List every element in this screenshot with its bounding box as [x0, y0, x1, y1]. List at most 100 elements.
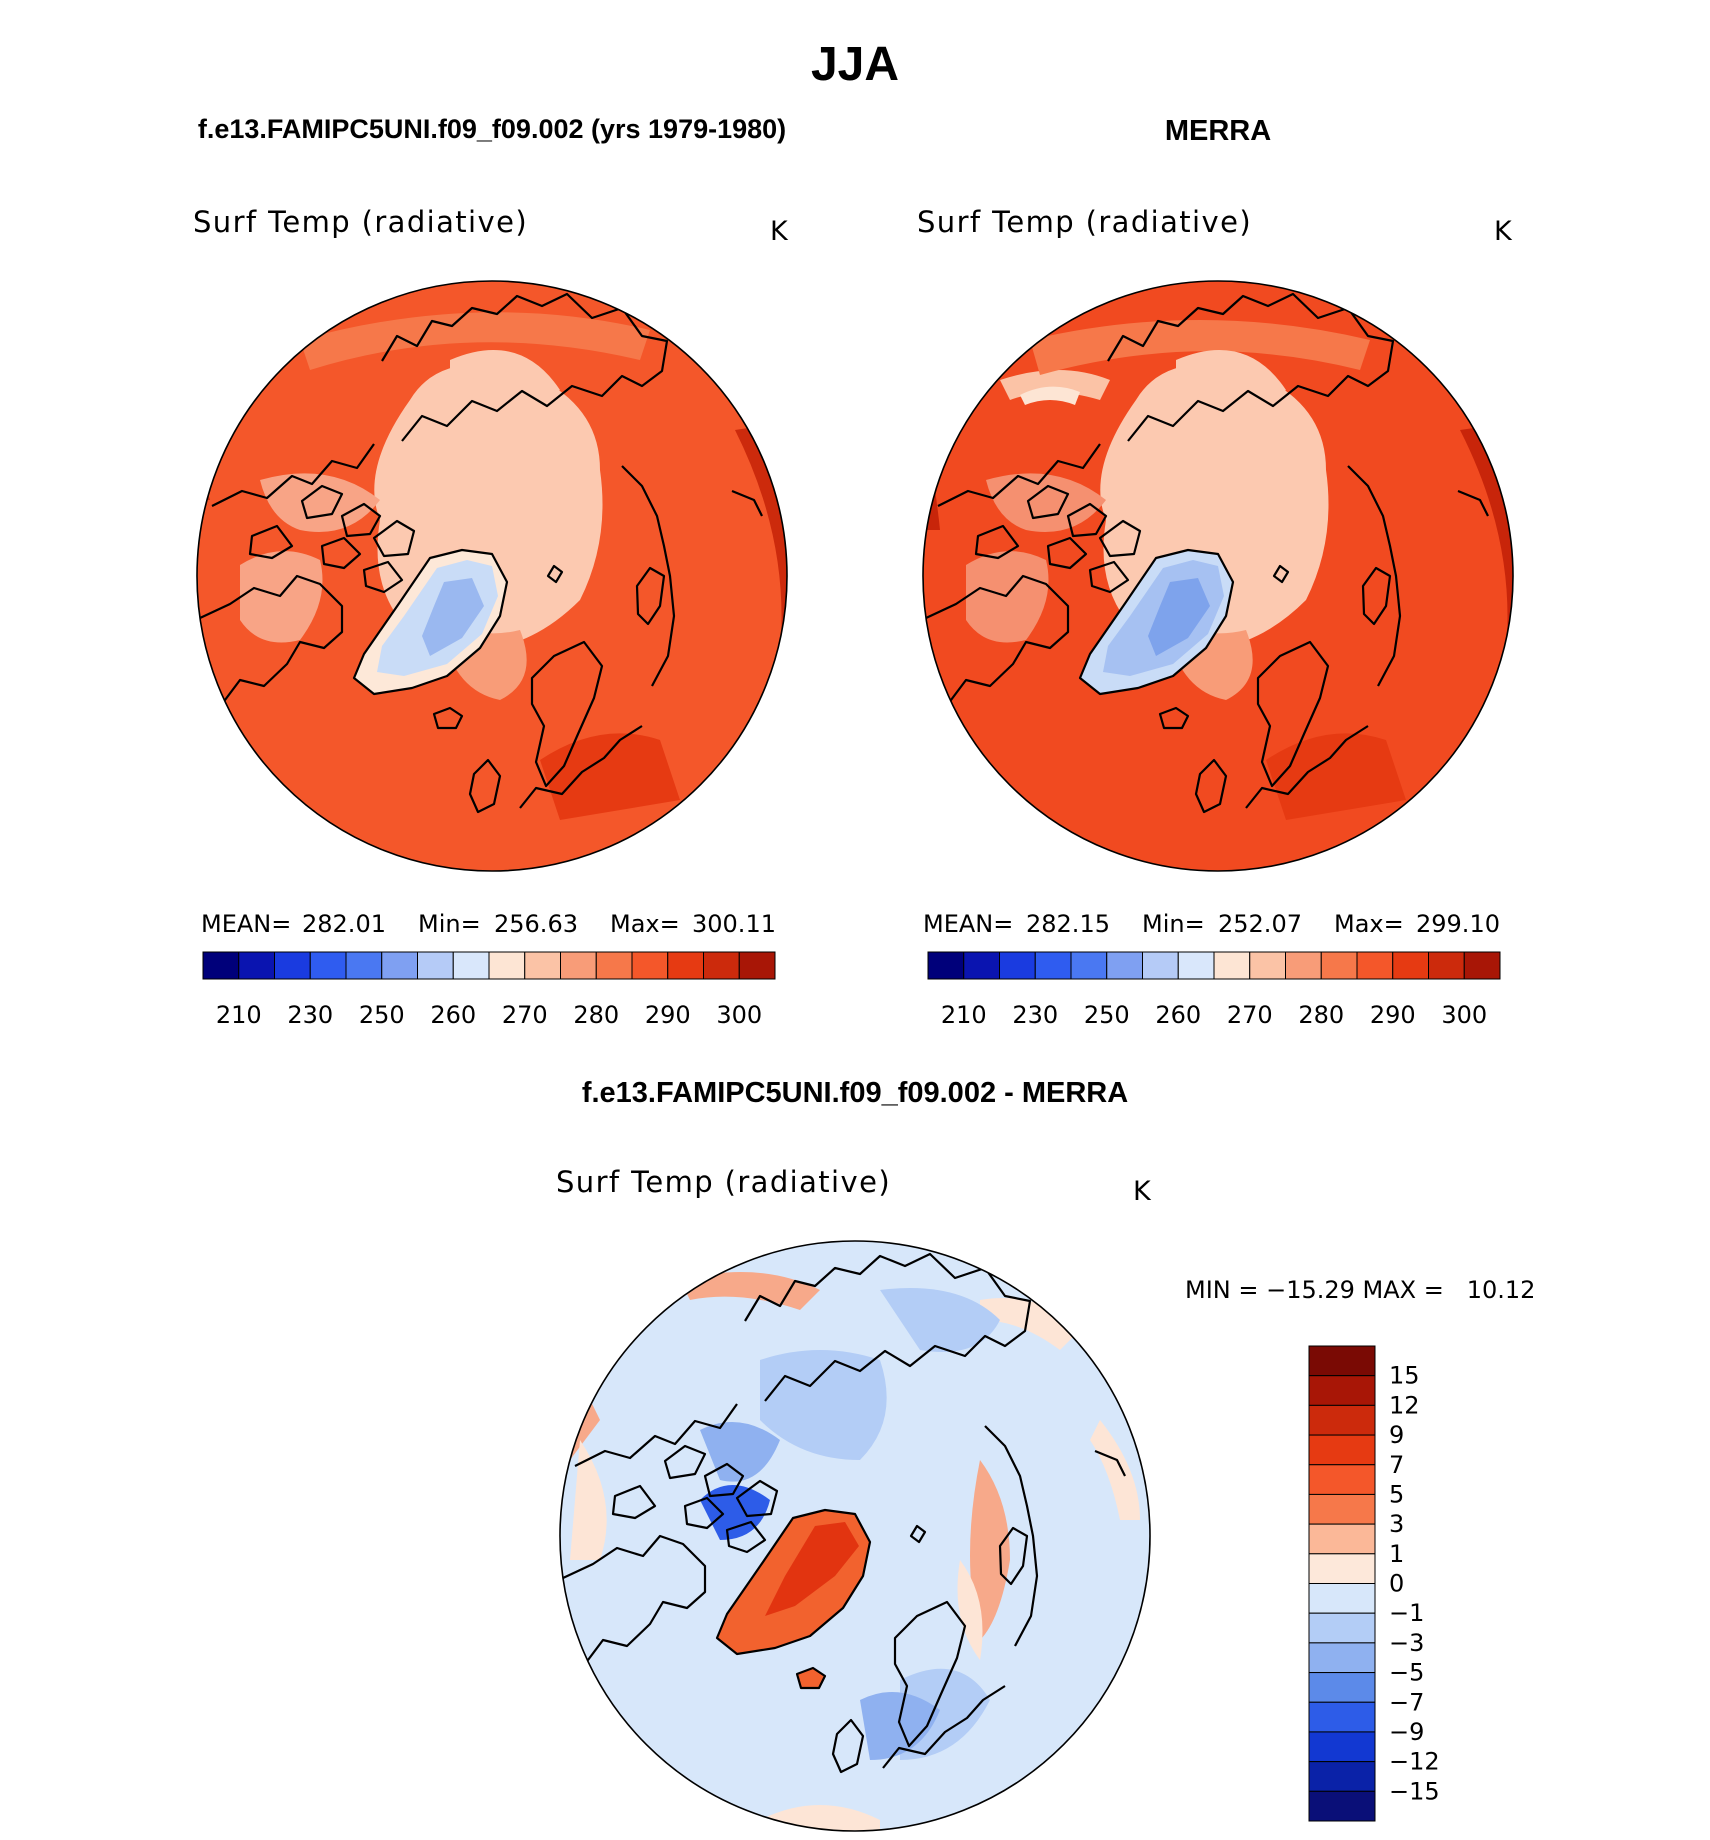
colorbar-swatch	[631, 951, 669, 980]
colorbar-tick-label: 1	[1389, 1540, 1404, 1568]
colorbar-tick-label: 7	[1389, 1451, 1404, 1479]
colorbar-swatch	[1308, 1434, 1376, 1466]
colorbar-swatch	[1463, 951, 1501, 980]
colorbar-tick-label: 270	[1227, 1001, 1273, 1029]
colorbar-swatch	[309, 951, 347, 980]
colorbar-swatch	[1308, 1612, 1376, 1644]
colorbar-tick-label: 230	[287, 1001, 333, 1029]
colorbar-swatch	[1308, 1583, 1376, 1614]
colorbar-tick-label: 210	[941, 1001, 987, 1029]
colorbar-swatch	[1249, 951, 1286, 980]
colorbar-swatch	[1308, 1523, 1376, 1555]
colorbar-swatch	[1285, 951, 1322, 980]
colorbar-tick-label: 230	[1012, 1001, 1058, 1029]
colorbar-tick-label: 15	[1389, 1362, 1420, 1390]
colorbar-swatch	[238, 951, 275, 980]
colorbar-swatch	[417, 951, 454, 980]
obs-case-title: MERRA	[1165, 115, 1271, 147]
model-case-title: f.e13.FAMIPC5UNI.f09_f09.002 (yrs 1979-1…	[198, 114, 786, 144]
colorbar-tick-label: 300	[716, 1001, 762, 1029]
colorbar-swatch	[524, 951, 561, 980]
colorbar-swatch	[1308, 1493, 1376, 1525]
diff-minmax-label: MIN = −15.29 MAX = 10.12	[1185, 1276, 1535, 1304]
colorbar-swatch	[1213, 951, 1251, 980]
colorbar-tick-label: 260	[430, 1001, 476, 1029]
obs-map-border	[922, 280, 1514, 872]
colorbar-tick-label: 9	[1389, 1421, 1404, 1449]
model-map-border	[196, 280, 788, 872]
colorbar-tick-label: 0	[1389, 1570, 1404, 1598]
model-colorbar-ticks: 210 230 250 260 270 280 290 300	[216, 1001, 762, 1029]
obs-map	[923, 281, 1513, 871]
colorbar-swatch	[1392, 951, 1429, 980]
colorbar-swatch	[703, 951, 740, 980]
colorbar-swatch	[1106, 951, 1143, 980]
model-min-label: Min=	[418, 910, 481, 938]
colorbar-tick-label: 290	[645, 1001, 691, 1029]
colorbar-swatch	[1308, 1345, 1376, 1377]
diff-variable-label: Surf Temp (radiative)	[556, 1165, 891, 1199]
colorbar-tick-label: 250	[359, 1001, 405, 1029]
obs-colorbar	[927, 951, 1501, 980]
model-min-value: 256.63	[494, 910, 578, 938]
colorbar-swatch	[1142, 951, 1179, 980]
obs-max-value: 299.10	[1416, 910, 1500, 938]
model-colorbar	[202, 951, 776, 980]
colorbar-swatch	[738, 951, 776, 980]
colorbar-swatch	[560, 951, 597, 980]
colorbar-tick-label: 270	[502, 1001, 548, 1029]
obs-mean-value: 282.15	[1026, 910, 1110, 938]
colorbar-swatch	[202, 951, 240, 980]
obs-max-label: Max=	[1334, 910, 1404, 938]
diff-map	[560, 1241, 1150, 1831]
colorbar-swatch	[1308, 1642, 1376, 1674]
diff-case-title: f.e13.FAMIPC5UNI.f09_f09.002 - MERRA	[582, 1077, 1128, 1109]
obs-min-value: 252.07	[1218, 910, 1302, 938]
colorbar-tick-label: −12	[1389, 1748, 1440, 1776]
obs-min-label: Min=	[1142, 910, 1205, 938]
colorbar-tick-label: −7	[1389, 1688, 1424, 1716]
model-variable-label: Surf Temp (radiative)	[193, 205, 528, 239]
colorbar-swatch	[1428, 951, 1465, 980]
model-map	[197, 281, 787, 871]
colorbar-tick-label: 250	[1084, 1001, 1130, 1029]
obs-colorbar-ticks: 210 230 250 260 270 280 290 300	[941, 1001, 1487, 1029]
colorbar-swatch	[1070, 951, 1108, 980]
obs-units-label: K	[1494, 216, 1513, 247]
colorbar-swatch	[452, 951, 490, 980]
model-units-label: K	[770, 216, 789, 247]
colorbar-swatch	[1320, 951, 1358, 980]
colorbar-swatch	[963, 951, 1000, 980]
colorbar-swatch	[1356, 951, 1394, 980]
colorbar-tick-label: 290	[1370, 1001, 1416, 1029]
colorbar-tick-label: −15	[1389, 1777, 1440, 1805]
colorbar-swatch	[1308, 1701, 1376, 1733]
colorbar-swatch	[274, 951, 311, 980]
colorbar-tick-label: 280	[573, 1001, 619, 1029]
colorbar-tick-label: 3	[1389, 1510, 1404, 1538]
colorbar-tick-label: 280	[1298, 1001, 1344, 1029]
colorbar-swatch	[488, 951, 526, 980]
colorbar-swatch	[667, 951, 704, 980]
colorbar-swatch	[381, 951, 418, 980]
colorbar-tick-label: 210	[216, 1001, 262, 1029]
colorbar-swatch	[595, 951, 633, 980]
model-mean-value: 282.01	[302, 910, 386, 938]
colorbar-swatch	[999, 951, 1036, 980]
colorbar-swatch	[1308, 1672, 1376, 1703]
colorbar-tick-label: 12	[1389, 1391, 1420, 1419]
colorbar-tick-label: −5	[1389, 1659, 1424, 1687]
colorbar-swatch	[345, 951, 383, 980]
colorbar-tick-label: 5	[1389, 1480, 1404, 1508]
colorbar-swatch	[1308, 1731, 1376, 1763]
colorbar-swatch	[927, 951, 965, 980]
obs-variable-label: Surf Temp (radiative)	[917, 205, 1252, 239]
colorbar-swatch	[1308, 1404, 1376, 1436]
colorbar-swatch	[1177, 951, 1215, 980]
model-max-label: Max=	[610, 910, 680, 938]
colorbar-tick-label: −1	[1389, 1599, 1424, 1627]
colorbar-tick-label: −3	[1389, 1629, 1424, 1657]
colorbar-swatch	[1308, 1790, 1376, 1822]
